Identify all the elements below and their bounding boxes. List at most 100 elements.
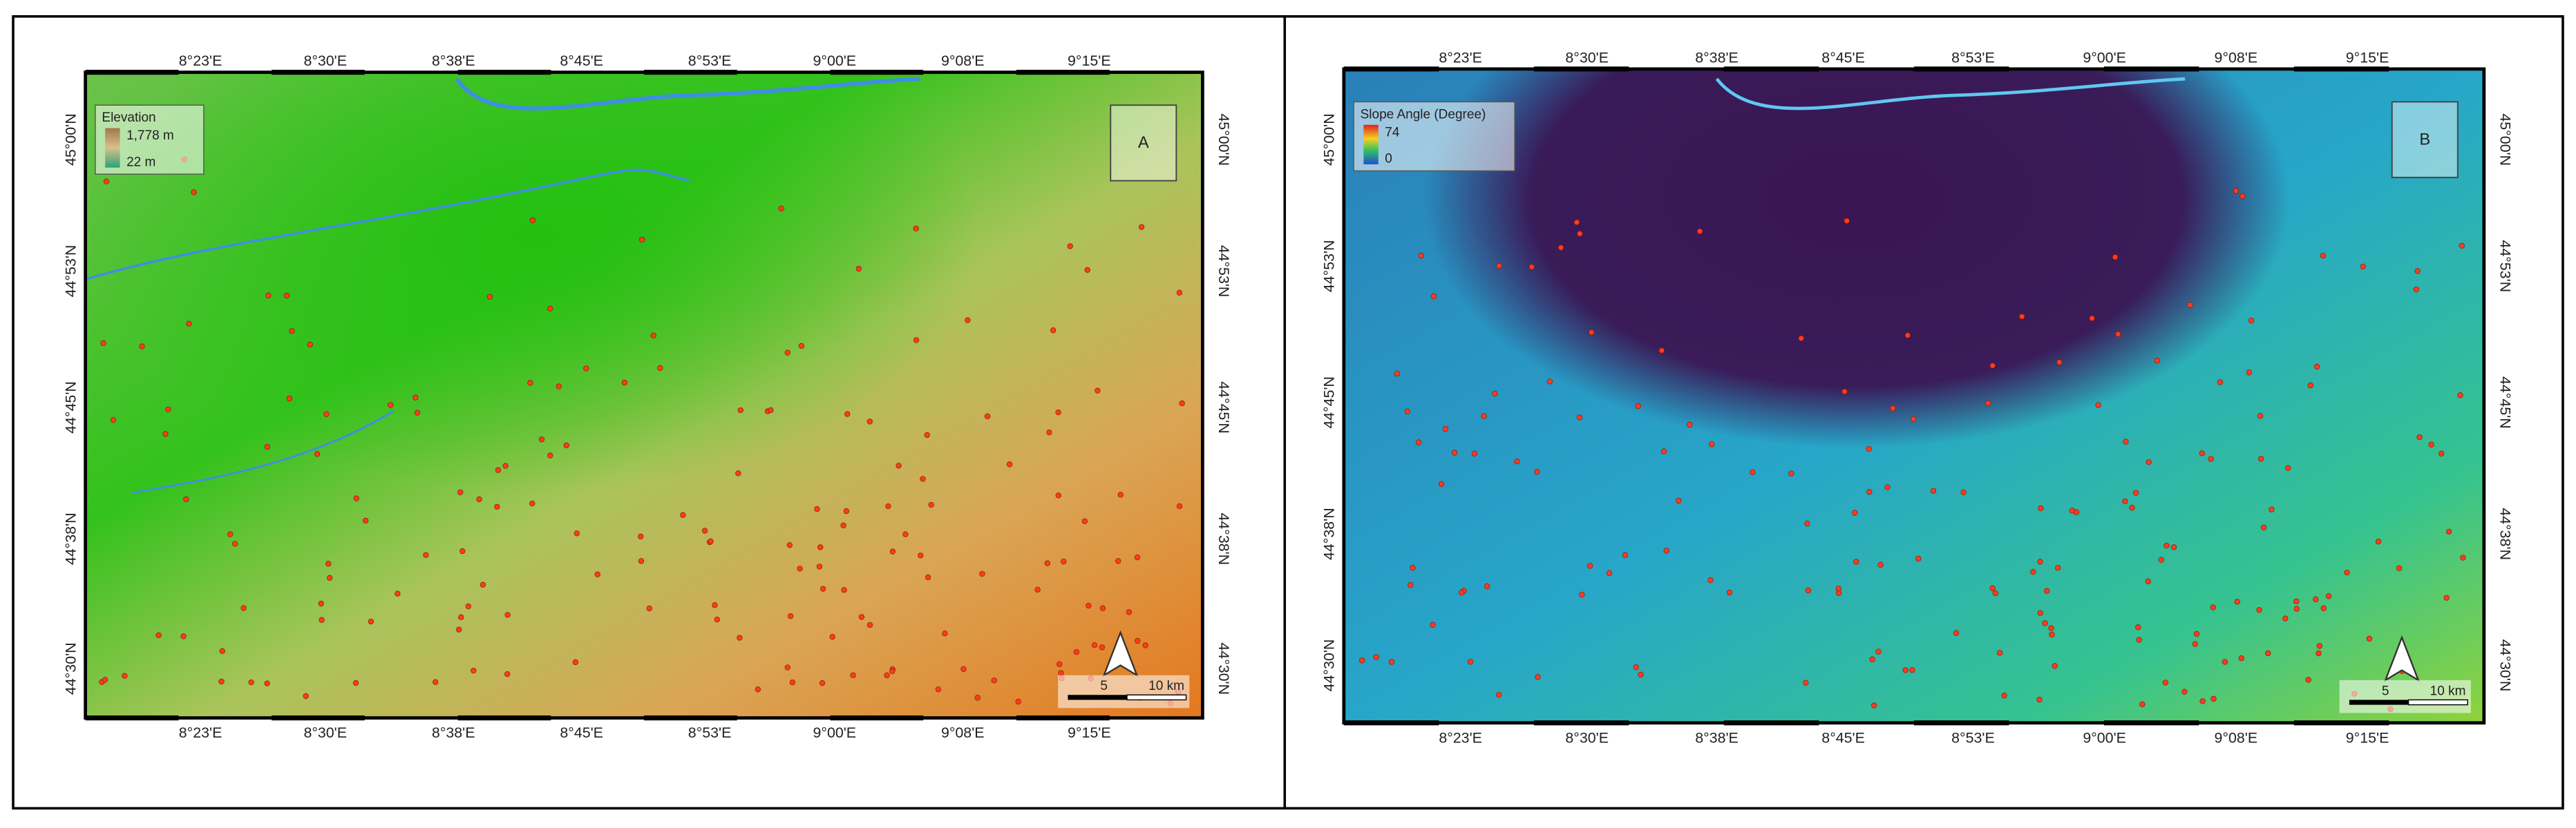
landslide-point — [162, 431, 169, 437]
landslide-point — [2170, 544, 2177, 550]
landslide-point — [1587, 563, 1593, 569]
landslide-point — [1095, 387, 1101, 394]
landslide-point — [2360, 263, 2366, 270]
latitude-label: 44°30'N — [1215, 642, 1232, 695]
landslide-point — [1057, 661, 1063, 667]
frame-segment — [2103, 720, 2199, 726]
latitude-label: 44°45'N — [2497, 376, 2514, 429]
landslide-point — [1788, 470, 1794, 476]
scale-label: 5 — [2382, 684, 2389, 698]
landslide-point — [583, 365, 589, 372]
landslide-point — [1534, 469, 1540, 475]
landslide-point — [1835, 586, 1841, 592]
landslide-point — [1061, 559, 1067, 565]
frame-segment — [85, 715, 179, 721]
landslide-point — [264, 443, 270, 450]
landslide-point — [2019, 314, 2025, 320]
landslide-point — [2293, 606, 2300, 612]
landslide-point — [638, 533, 644, 540]
landslide-point — [2037, 559, 2043, 565]
landslide-point — [2438, 450, 2445, 457]
map-a — [85, 72, 1203, 718]
landslide-point — [186, 320, 192, 327]
landslide-point — [979, 570, 985, 577]
landslide-point — [1496, 691, 1502, 698]
landslide-point — [1514, 459, 1520, 465]
landslide-point — [1798, 335, 1804, 342]
landslide-point — [2036, 697, 2043, 703]
latitude-label: 44°38'N — [62, 512, 79, 565]
landslide-point — [325, 561, 332, 567]
longitude-label: 8°53'E — [688, 52, 732, 69]
landslide-point — [2248, 317, 2255, 324]
landslide-point — [1750, 469, 1756, 475]
landslide-point — [840, 522, 846, 529]
landslide-point — [155, 632, 162, 639]
legend-min: 0 — [1385, 152, 1392, 166]
landslide-point — [819, 680, 826, 686]
landslide-point — [2222, 659, 2228, 665]
longitude-label: 9°08'E — [941, 724, 985, 741]
landslide-point — [1484, 583, 1490, 590]
latitude-label: 45°00'N — [62, 113, 79, 166]
landslide-point — [103, 178, 110, 184]
landslide-point — [1996, 650, 2003, 656]
landslide-point — [2115, 331, 2121, 338]
landslide-point — [2181, 689, 2188, 695]
landslide-point — [1134, 554, 1141, 561]
landslide-point — [433, 679, 439, 685]
landslide-point — [2285, 465, 2291, 472]
landslide-point — [1904, 332, 1911, 338]
landslide-point — [2055, 565, 2061, 571]
latitude-label: 44°45'N — [1215, 381, 1232, 434]
landslide-point — [457, 489, 464, 496]
landslide-point — [974, 695, 981, 701]
landslide-point — [1067, 243, 1073, 249]
landslide-point — [1911, 416, 1917, 422]
landslide-point — [326, 575, 333, 581]
latitude-label: 44°38'N — [1215, 512, 1232, 565]
landslide-point — [1481, 413, 1487, 419]
legend-ramp — [105, 128, 120, 168]
legend-ramp — [1363, 124, 1379, 164]
plain-area — [1343, 68, 2484, 723]
landslide-point — [529, 217, 536, 224]
landslide-point — [784, 349, 790, 356]
landslide-point — [2146, 459, 2152, 465]
longitude-label: 8°23'E — [179, 724, 222, 741]
landslide-point — [735, 470, 741, 476]
landslide-point — [1046, 429, 1052, 436]
landslide-point — [232, 541, 238, 547]
landslide-point — [1099, 605, 1106, 612]
frame-segment — [457, 70, 551, 75]
landslide-point — [1091, 642, 1098, 648]
latitude-label: 44°53'N — [1321, 240, 1338, 293]
landslide-point — [1086, 602, 1092, 609]
landslide-point — [1058, 670, 1064, 676]
landslide-point — [102, 677, 108, 683]
longitude-label: 9°00'E — [813, 52, 857, 69]
landslide-point — [920, 476, 926, 482]
landslide-point — [1577, 231, 1583, 237]
landslide-point — [2199, 698, 2206, 704]
frame-segment — [1343, 66, 1439, 72]
landslide-point — [850, 672, 856, 678]
landslide-point — [1176, 289, 1183, 296]
scale-label: 10 km — [1148, 679, 1184, 693]
landslide-point — [2192, 641, 2198, 647]
landslide-point — [1176, 503, 1183, 510]
legend-max: 74 — [1385, 125, 1400, 139]
landslide-point — [657, 365, 663, 372]
landslide-point — [1492, 390, 1498, 397]
landslide-point — [1902, 667, 1909, 673]
landslide-point — [352, 680, 359, 686]
longitude-label: 8°23'E — [1439, 729, 1482, 746]
river — [1715, 77, 2186, 110]
north-arrow — [1102, 630, 1139, 677]
landslide-point — [502, 463, 509, 469]
landslide-point — [1696, 228, 1703, 235]
landslide-point — [1866, 489, 1873, 495]
landslide-point — [504, 612, 511, 618]
landslide-point — [2238, 655, 2244, 662]
